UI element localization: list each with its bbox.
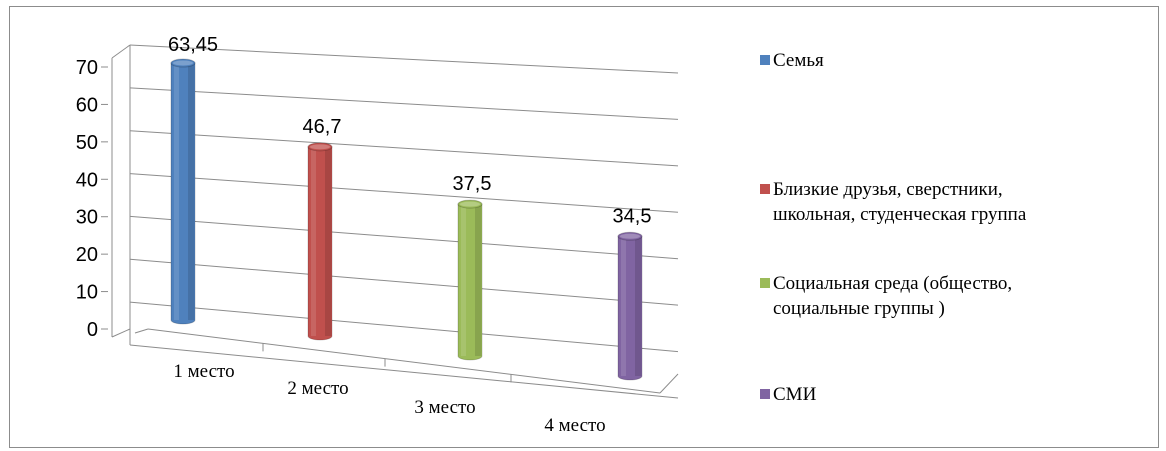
legend-label: Семья <box>773 50 824 71</box>
gridline <box>129 87 679 120</box>
bar-4 <box>617 235 643 381</box>
bar-highlight <box>461 204 466 356</box>
bar-shadow <box>475 204 481 356</box>
bar-top-cap-highlight <box>173 60 193 66</box>
category-label: 4 место <box>544 415 605 436</box>
bar-top-cap <box>307 142 333 152</box>
bar-top-cap-highlight <box>460 201 480 207</box>
gridline <box>129 173 679 213</box>
legend-swatch <box>760 184 770 194</box>
bar-highlight <box>174 63 179 321</box>
bar-shadow <box>635 236 641 376</box>
bar-top-cap <box>170 58 196 68</box>
legend-label-line: социальные группы ) <box>773 298 945 319</box>
category-label: 2 место <box>287 378 348 399</box>
legend-item-family: Семья <box>760 48 1153 73</box>
data-label: 34,5 <box>613 205 652 227</box>
y-tick-label: 60 <box>76 94 98 116</box>
floor-left-edge <box>111 328 131 338</box>
bar-1 <box>170 62 196 325</box>
y-tick-label: 10 <box>76 282 98 304</box>
legend-item-media: СМИ <box>760 382 1153 407</box>
bar-shadow <box>188 63 194 321</box>
gridlines <box>129 44 679 399</box>
gridline <box>129 258 679 306</box>
legend-label-line: Близкие друзья, сверстники, <box>773 179 1003 200</box>
legend-swatch <box>760 278 770 288</box>
bar-3 <box>457 203 483 361</box>
legend-swatch <box>760 389 770 399</box>
y-tick-label: 30 <box>76 207 98 229</box>
bar-highlight <box>311 146 316 336</box>
data-label: 37,5 <box>453 173 492 195</box>
y-tick-label: 0 <box>87 319 98 341</box>
bars <box>170 58 643 381</box>
gridline <box>129 301 679 353</box>
bar-shadow <box>325 146 331 336</box>
bar-top-cap <box>457 199 483 209</box>
chart-frame <box>9 6 1159 448</box>
data-label: 46,7 <box>303 116 342 138</box>
bar-top-cap-highlight <box>620 233 640 239</box>
floor-right-edge <box>659 373 679 394</box>
y-axis-ticks: 0 10 20 30 40 50 60 70 <box>76 57 108 341</box>
y-tick-label: 70 <box>76 57 98 79</box>
x-axis-start <box>134 328 149 334</box>
gridline <box>129 130 679 167</box>
bar-highlight <box>621 236 626 376</box>
axes <box>111 44 679 394</box>
y-axis-wall-top <box>111 44 131 59</box>
floor-front-edge <box>147 328 661 394</box>
legend-label: СМИ <box>773 384 817 405</box>
bar-top-cap <box>617 231 643 241</box>
gridline <box>129 215 679 260</box>
y-tick-label: 20 <box>76 244 98 266</box>
legend-item-social: Социальная среда (общество, социальные г… <box>760 271 1153 321</box>
legend-item-friends: Близкие друзья, сверстники, школьная, ст… <box>760 177 1153 227</box>
category-label: 1 место <box>173 361 234 382</box>
data-labels: 63,45 46,7 37,5 34,5 <box>168 34 652 227</box>
category-label: 3 место <box>414 397 475 418</box>
legend-label-line: школьная, студенческая группа <box>773 204 1027 225</box>
bar-top-cap-highlight <box>310 144 330 150</box>
legend: Семья Близкие друзья, сверстники, школьн… <box>760 0 1160 451</box>
y-tick-label: 50 <box>76 132 98 154</box>
legend-swatch <box>760 55 770 65</box>
bar-2 <box>307 146 333 341</box>
category-labels: 1 место 2 место 3 место 4 место <box>173 361 605 436</box>
gridline <box>129 344 679 399</box>
gridline <box>129 44 679 74</box>
data-label: 63,45 <box>168 34 218 56</box>
legend-label-line: Социальная среда (общество, <box>773 273 1013 294</box>
y-tick-label: 40 <box>76 169 98 191</box>
